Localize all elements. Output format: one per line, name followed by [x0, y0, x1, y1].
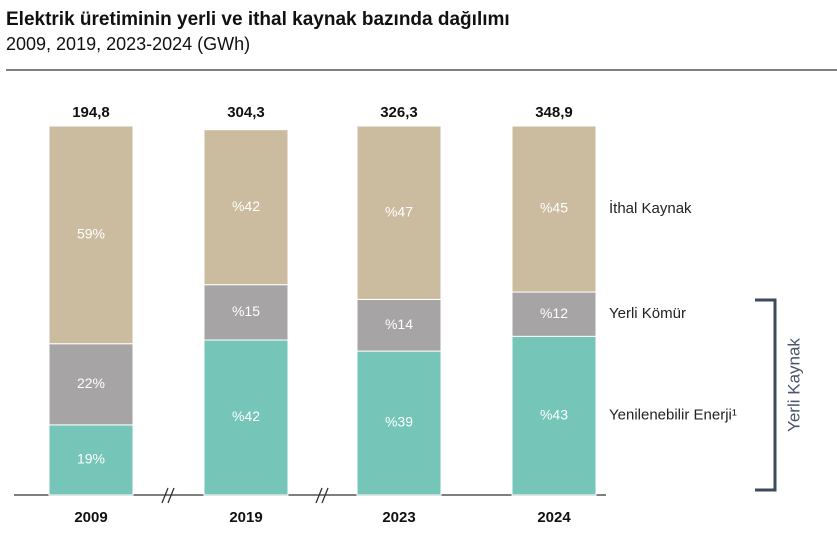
bar-segment [511, 291, 597, 337]
value-label: %14 [385, 316, 413, 332]
value-label: %12 [540, 305, 568, 321]
axis-break [161, 487, 329, 504]
legend-label: Yerli Kömür [609, 305, 686, 322]
bar-segment [48, 343, 134, 426]
chart-title: Elektrik üretiminin yerli ve ithal kayna… [6, 9, 510, 30]
bar-segment [203, 129, 289, 286]
bar-segment [356, 298, 442, 352]
bracket [755, 298, 777, 492]
bar-segment [356, 125, 442, 300]
total-label: 194,8 [72, 104, 110, 121]
value-label: %42 [232, 408, 260, 424]
x-tick-label: 2023 [382, 509, 415, 526]
value-label: 59% [77, 226, 105, 242]
bar-segment [48, 125, 134, 345]
x-tick-label: 2019 [229, 509, 262, 526]
chart-subtitle: 2009, 2019, 2023-2024 (GWh) [6, 34, 250, 54]
legend-label: Yenilenebilir Enerji¹ [609, 407, 737, 424]
value-label: %42 [232, 198, 260, 214]
value-label: 19% [77, 451, 105, 467]
value-label: %43 [540, 406, 568, 422]
value-label: %47 [385, 203, 413, 219]
bar-segment [511, 125, 597, 293]
bracket-label: Yerli Kaynak [784, 338, 803, 432]
value-label: %15 [232, 303, 260, 319]
total-label: 326,3 [380, 104, 418, 121]
legend-label: İthal Kaynak [609, 199, 692, 217]
x-tick-label: 2024 [537, 509, 571, 526]
bar-segment [511, 335, 597, 496]
bar-segment [48, 424, 134, 496]
value-label: %39 [385, 414, 413, 430]
total-label: 348,9 [535, 104, 573, 121]
bar-segment [356, 350, 442, 496]
value-label: %45 [540, 200, 568, 216]
x-tick-label: 2009 [74, 509, 107, 526]
value-label: 22% [77, 375, 105, 391]
bar-segment [203, 284, 289, 341]
total-label: 304,3 [227, 104, 265, 121]
